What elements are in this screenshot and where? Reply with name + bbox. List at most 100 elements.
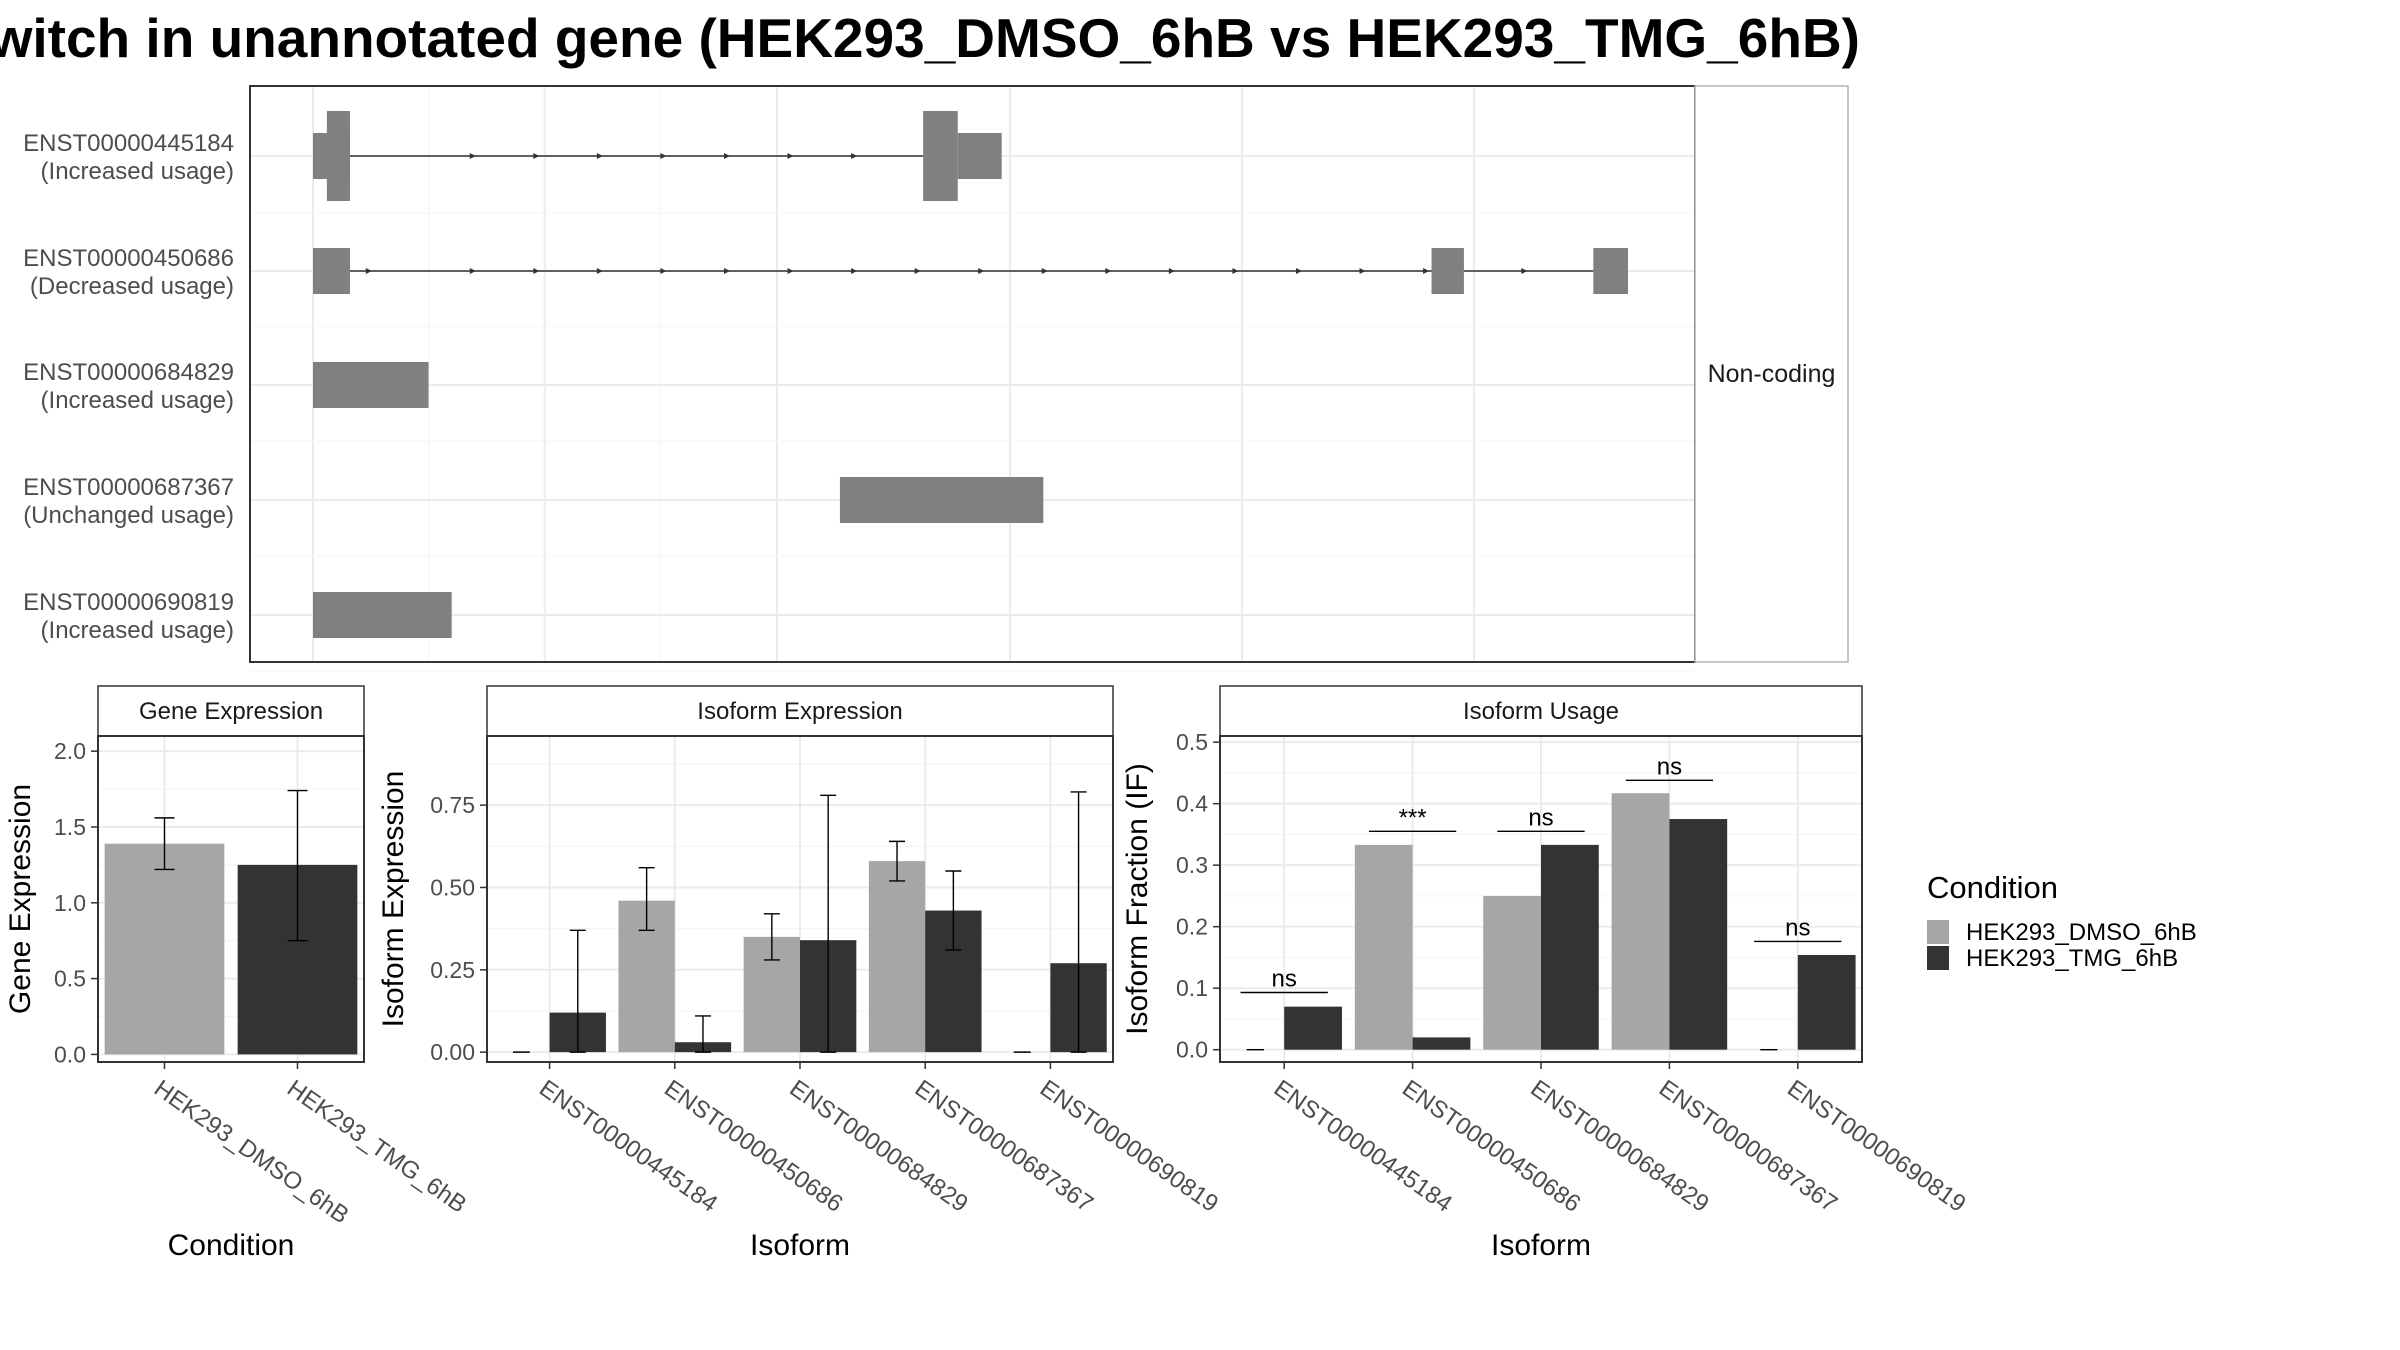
gene_expression-bar: [104, 843, 225, 1055]
intron-arrow: [1041, 268, 1048, 274]
intron-arrow: [469, 268, 476, 274]
isoform_expression-bar: [868, 861, 926, 1053]
transcript-id-label: ENST00000450686: [23, 245, 234, 272]
transcript-id-label: ENST00000687367: [23, 474, 234, 501]
intron-arrow: [1168, 268, 1175, 274]
isoform_usage-ytick-label: 0.2: [1176, 914, 1208, 940]
intron-arrow: [469, 153, 476, 159]
intron-arrow: [596, 153, 603, 159]
structure-panel-bg: [250, 86, 1695, 662]
isoform_usage-x-axis-title: Isoform: [1491, 1229, 1591, 1262]
isoform_expression-strip: [486, 685, 1114, 737]
gene_expression-strip: [97, 685, 365, 737]
exon: [957, 133, 1002, 179]
intron-arrow: [787, 153, 794, 159]
structure-panel: ENST00000445184(Increased usage)ENST0000…: [23, 85, 1849, 672]
legend-swatch: [1927, 946, 1949, 970]
exon: [1431, 248, 1464, 294]
intron-arrow: [851, 153, 858, 159]
intron-arrow: [660, 153, 667, 159]
intron-arrow: [723, 268, 730, 274]
isoform_expression-strip-label: Isoform Expression: [697, 698, 902, 725]
isoform_expression-y-axis-title: Isoform Expression: [377, 771, 410, 1028]
isoform_expression-ytick-label: 0.50: [430, 874, 475, 900]
isoform_expression-ytick-label: 0.25: [430, 957, 475, 983]
gene_expression-ytick-label: 0.0: [54, 1041, 86, 1067]
intron-arrow: [1105, 268, 1112, 274]
transcript-id-label: ENST00000684829: [23, 359, 234, 386]
intron-arrow: [533, 268, 540, 274]
gene_expression-ytick-label: 0.5: [54, 966, 86, 992]
figure-title: Isoform switch in unannotated gene (HEK2…: [0, 7, 1860, 69]
isoform_usage-bar: [1797, 954, 1856, 1050]
isoform_expression-x-axis-title: Isoform: [750, 1229, 850, 1262]
exon: [923, 111, 958, 201]
isoform_usage-bar: [1354, 844, 1413, 1050]
intron-arrow: [851, 268, 858, 274]
legend-item-label: HEK293_DMSO_6hB: [1966, 919, 2197, 946]
isoform_usage-bar: [1669, 819, 1728, 1050]
gene_expression-strip-label: Gene Expression: [139, 698, 323, 725]
isoform_usage-signif-label: ns: [1785, 914, 1810, 941]
isoform_usage-ytick-label: 0.4: [1176, 791, 1208, 817]
gene_expression-ytick-label: 1.5: [54, 814, 86, 840]
transcript-usage-label: (Increased usage): [41, 617, 234, 644]
isoform_usage-bar: [1412, 1037, 1471, 1050]
isoform_usage-ytick-label: 0.0: [1176, 1037, 1208, 1063]
intron-arrow: [533, 153, 540, 159]
intron-arrow: [660, 268, 667, 274]
gene_expression-x-axis-title: Condition: [168, 1229, 295, 1262]
gene_expression-y-axis-title: Gene Expression: [4, 784, 37, 1014]
isoform-expression-panel: Isoform Expression0.000.250.500.75ENST00…: [377, 685, 1223, 1262]
isoform_usage-signif-label: ns: [1657, 753, 1682, 780]
exon: [839, 477, 1044, 523]
isoform_expression-ytick-label: 0.75: [430, 792, 475, 818]
transcript-usage-label: (Unchanged usage): [23, 502, 234, 529]
isoform-usage-panel: Isoform Usage 0.0 0.1 0.2 0.3 0.4 0.5 ns *** ns ns…: [1121, 685, 1971, 1262]
exon: [313, 362, 429, 408]
isoform_usage-bar: [1611, 793, 1670, 1050]
isoform_usage-strip-label: Isoform Usage: [1463, 698, 1619, 725]
isoform_usage-ytick-label: 0.1: [1176, 975, 1208, 1001]
exon: [313, 248, 350, 294]
isoform_usage-bar: [1541, 844, 1599, 1050]
isoform_usage-ytick-label: 0.3: [1176, 852, 1208, 878]
isoform_usage-signif-label: ***: [1399, 804, 1427, 831]
intron-arrow: [914, 268, 921, 274]
intron-arrow: [596, 268, 603, 274]
isoform_usage-signif-label: ns: [1528, 804, 1553, 831]
gene_expression-ytick-label: 2.0: [54, 738, 86, 764]
gene_expression-ytick-label: 1.0: [54, 890, 86, 916]
intron-arrow: [1521, 268, 1528, 274]
legend-swatch: [1927, 920, 1949, 944]
transcript-usage-label: (Decreased usage): [30, 273, 234, 300]
intron-arrow: [1423, 268, 1430, 274]
isoform_usage-ytick-label: 0.5: [1176, 729, 1208, 755]
structure-strip: [1694, 85, 1849, 663]
transcript-usage-label: (Increased usage): [41, 387, 234, 414]
isoform_usage-y-axis-title: Isoform Fraction (IF): [1121, 763, 1154, 1035]
intron-arrow: [1295, 268, 1302, 274]
intron-arrow: [978, 268, 985, 274]
legend-item-label: HEK293_TMG_6hB: [1966, 945, 2178, 972]
transcript-id-label: ENST00000690819: [23, 589, 234, 616]
exon: [326, 111, 350, 201]
transcript-id-label: ENST00000445184: [23, 130, 234, 157]
isoform_expression-ytick-label: 0.00: [430, 1039, 475, 1065]
exon: [313, 592, 452, 638]
exon: [1593, 248, 1628, 294]
intron-arrow: [365, 268, 372, 274]
legend-title: Condition: [1927, 870, 2058, 905]
isoform_usage-bar: [1483, 895, 1541, 1050]
intron-arrow: [1359, 268, 1366, 274]
intron-arrow: [1232, 268, 1239, 274]
isoform_usage-signif-label: ns: [1272, 965, 1297, 992]
gene_expression-panel-border: [97, 735, 365, 1063]
structure-strip-label: Non-coding: [1708, 360, 1836, 388]
intron-arrow: [787, 268, 794, 274]
transcript-usage-label: (Increased usage): [41, 158, 234, 185]
isoform_usage-bar: [1284, 1006, 1342, 1050]
intron-arrow: [723, 153, 730, 159]
